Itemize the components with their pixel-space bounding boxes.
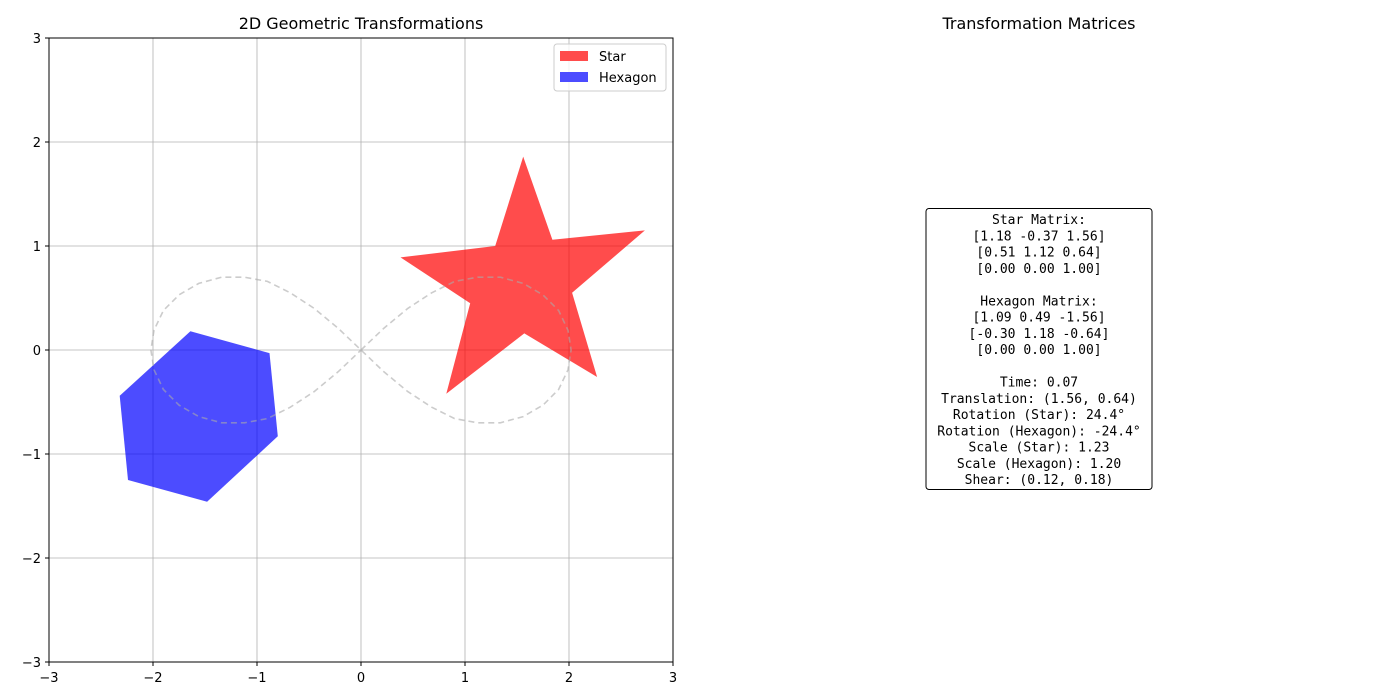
- matrix-line: [1.09 0.49 -1.56]: [972, 311, 1105, 326]
- legend: Star Hexagon: [553, 43, 667, 92]
- matrix-line: Shear: (0.12, 0.18): [965, 473, 1114, 488]
- matrix-line: Translation: (1.56, 0.64): [941, 392, 1137, 407]
- matrix-line: Rotation (Hexagon): -24.4°: [937, 424, 1141, 439]
- x-tick-label: −3: [39, 671, 58, 686]
- ticks: −3 −2 −1 0 1 2 3 −3 −2 −1 0 1 2 3: [22, 32, 677, 686]
- chart-title: 2D Geometric Transformations: [239, 14, 484, 33]
- transformations-axes: 2D Geometric Transformations −3 −2 −1 0 1 2 3−…: [22, 14, 677, 686]
- matrix-line: [-0.30 1.18 -0.64]: [969, 327, 1110, 342]
- matrix-line: [1.18 -0.37 1.56]: [972, 229, 1105, 244]
- star-polygon: [400, 156, 645, 394]
- panel-title: Transformation Matrices: [941, 14, 1135, 33]
- y-tick-label: 2: [33, 136, 41, 151]
- y-tick-label: −3: [22, 656, 41, 671]
- x-tick-label: 2: [565, 671, 573, 686]
- y-tick-label: −2: [22, 552, 41, 567]
- matrix-lines: Star Matrix:[1.18 -0.37 1.56] [0.51 1.12 …: [937, 213, 1141, 488]
- matrix-line: [0.00 0.00 1.00]: [976, 343, 1101, 358]
- path-curve: [150, 276, 572, 424]
- matrix-line: Star Matrix:: [992, 213, 1086, 228]
- legend-label-hexagon: Hexagon: [599, 71, 657, 86]
- matrix-panel: Transformation Matrices Star Matrix:[1.1…: [925, 14, 1153, 490]
- y-tick-label: −1: [22, 448, 41, 463]
- y-tick-label: 1: [33, 240, 41, 255]
- x-tick-label: −1: [247, 671, 266, 686]
- matrix-line: Scale (Hexagon): 1.20: [957, 457, 1121, 472]
- x-tick-label: 0: [357, 671, 365, 686]
- matrix-line: Rotation (Star): 24.4°: [953, 408, 1125, 423]
- legend-swatch-star: [560, 51, 588, 61]
- matrix-line: [0.51 1.12 0.64]: [976, 246, 1101, 261]
- y-tick-label: 3: [33, 32, 41, 47]
- matrix-box: [925, 208, 1153, 490]
- hexagon-polygon: [119, 331, 278, 502]
- matrix-line: Scale (Star): 1.23: [969, 441, 1110, 456]
- legend-swatch-hexagon: [560, 72, 588, 82]
- x-tick-label: 3: [669, 671, 677, 686]
- matrix-line: Hexagon Matrix:: [980, 294, 1097, 309]
- series-layer: [119, 156, 645, 502]
- matrix-line: Time: 0.07: [1000, 376, 1078, 391]
- x-tick-label: 1: [461, 671, 469, 686]
- y-tick-label: 0: [33, 344, 41, 359]
- x-tick-label: −2: [143, 671, 162, 686]
- matrix-line: [0.00 0.00 1.00]: [976, 262, 1101, 277]
- legend-label-star: Star: [599, 50, 626, 65]
